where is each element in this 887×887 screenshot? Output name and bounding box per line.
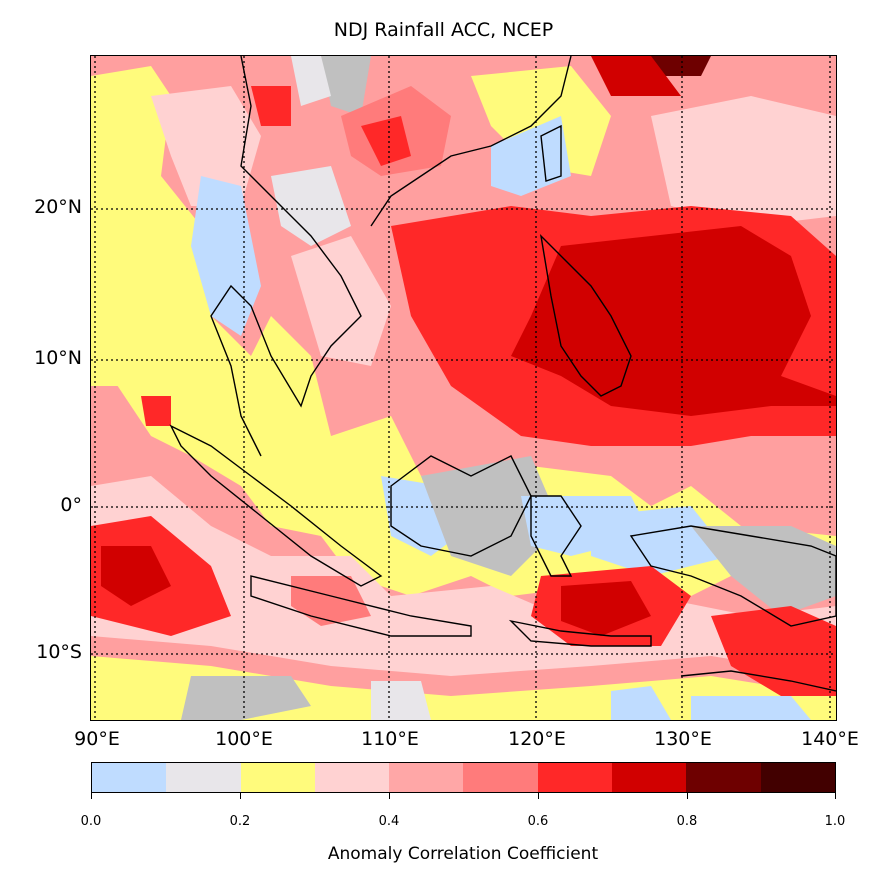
coastline-taiwan xyxy=(540,124,562,182)
colorbar-segment-9 xyxy=(760,763,835,792)
acc-contour-high xyxy=(251,86,291,126)
colorbar-tick xyxy=(687,793,688,799)
colorbar-tick xyxy=(538,793,539,799)
acc-contour-mid xyxy=(651,96,836,226)
lon-label-110e: 110°E xyxy=(361,728,419,750)
coastline-borneo xyxy=(390,455,532,557)
colorbar-segment-4 xyxy=(389,763,464,792)
colorbar-segment-1 xyxy=(166,763,241,792)
acc-contour-none xyxy=(291,56,331,106)
acc-contour-none xyxy=(491,116,571,196)
acc-contour-none xyxy=(321,56,371,116)
colorbar-segment-8 xyxy=(686,763,761,792)
lat-label-0: 0° xyxy=(60,494,82,516)
lon-label-140e: 140°E xyxy=(801,728,859,750)
acc-contour-high xyxy=(711,606,836,696)
colorbar-segment-2 xyxy=(240,763,315,792)
lon-label-120e: 120°E xyxy=(508,728,566,750)
colorbar-tick xyxy=(91,793,92,799)
coastline-australia xyxy=(680,670,836,692)
colorbar-tick xyxy=(240,793,241,799)
coastline-mainland xyxy=(210,56,362,457)
acc-contour-high xyxy=(591,56,681,96)
coastline-new-guinea xyxy=(629,525,836,627)
acc-contour-high xyxy=(141,396,171,426)
acc-contour-none xyxy=(591,506,731,576)
lon-label-90e: 90°E xyxy=(74,728,120,750)
acc-contour-low xyxy=(471,66,611,176)
acc-contour-high xyxy=(511,226,836,416)
coastline-java xyxy=(250,575,472,637)
colorbar-segment-5 xyxy=(463,763,538,792)
colorbar-tick xyxy=(389,793,390,799)
acc-contour-mid xyxy=(151,86,261,206)
colorbar-tick-label: 0.6 xyxy=(527,814,549,829)
lat-label-10n: 10°N xyxy=(34,347,82,369)
colorbar-segment-6 xyxy=(537,763,613,792)
map-title: NDJ Rainfall ACC, NCEP xyxy=(333,19,554,41)
acc-contour-none xyxy=(271,166,351,246)
lon-label-130e: 130°E xyxy=(654,728,712,750)
acc-contour-high xyxy=(291,576,371,626)
acc-contour-none xyxy=(611,686,671,720)
acc-contour-high xyxy=(101,546,171,606)
coastline-philippines xyxy=(539,233,632,397)
colorbar-label: Anomaly Correlation Coefficient xyxy=(327,844,599,864)
colorbar-tick-label: 0.0 xyxy=(80,814,102,829)
map-plot-area[interactable] xyxy=(91,56,836,720)
colorbar-segment-0 xyxy=(92,763,167,792)
acc-contour-mid xyxy=(291,236,391,366)
acc-contour-none xyxy=(691,526,836,616)
colorbar-segment-7 xyxy=(612,763,687,792)
acc-contour-low xyxy=(91,66,836,616)
lat-label-20n: 20°N xyxy=(34,196,82,218)
colorbar-tick-label: 1.0 xyxy=(824,814,846,829)
colorbar-tick-label: 0.2 xyxy=(229,814,251,829)
acc-contour-none xyxy=(371,681,431,720)
acc-contour-none xyxy=(691,696,811,720)
graticule xyxy=(91,56,836,720)
colorbar xyxy=(91,762,836,793)
acc-contour-high xyxy=(361,116,411,166)
colorbar-tick-label: 0.8 xyxy=(676,814,698,829)
acc-contour-none xyxy=(181,676,311,720)
acc-contour-low xyxy=(91,286,131,386)
coastline-china xyxy=(370,56,572,227)
colorbar-tick-label: 0.4 xyxy=(378,814,400,829)
map-canvas xyxy=(91,56,836,720)
coastline xyxy=(169,56,836,692)
lat-label-10s: 10°S xyxy=(36,641,82,663)
coastline-lesser-sunda xyxy=(508,619,652,647)
acc-contour-high xyxy=(561,581,651,636)
lon-label-100e: 100°E xyxy=(215,728,273,750)
colorbar-segment-3 xyxy=(314,763,390,792)
colorbar-tick xyxy=(835,793,836,799)
coastline-sulawesi xyxy=(530,495,582,577)
